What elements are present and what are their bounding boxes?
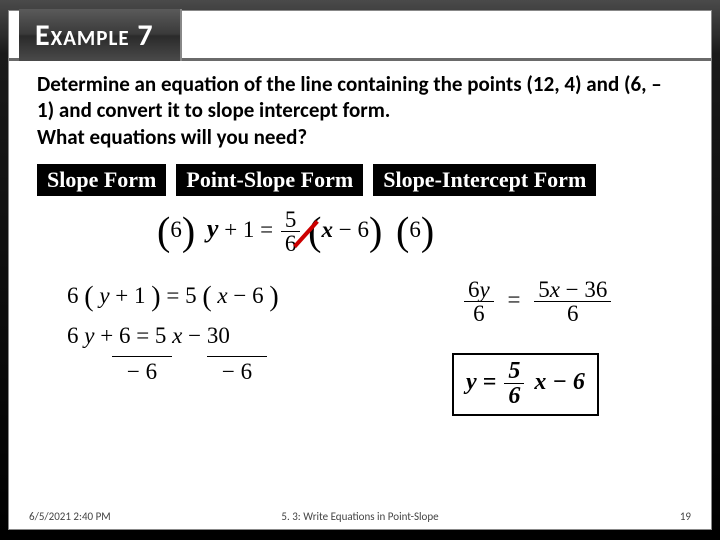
- slide-title: Example 7: [35, 17, 154, 54]
- point-slope-form-label: Point-Slope Form: [176, 164, 363, 196]
- title-bar: Example 7: [9, 11, 711, 61]
- forms-row: Slope Form Point-Slope Form Slope-Interc…: [37, 164, 683, 196]
- slope-form-label: Slope Form: [37, 164, 166, 196]
- step3-left: − 6: [112, 356, 172, 385]
- footer-date: 6/5/2021 2:40 PM: [29, 510, 111, 523]
- step2-equation: 6 y + 6 = 5 x − 30: [67, 323, 230, 349]
- title-tab: Example 7: [19, 9, 182, 61]
- footer-section: 5. 3: Write Equations in Point-Slope: [281, 510, 438, 523]
- right-division: 6y6 = 5x − 366: [462, 278, 613, 325]
- final-answer-box: y = 56 x − 6: [452, 353, 599, 416]
- slide-content: Example 7 Determine an equation of the l…: [8, 10, 712, 530]
- body: Determine an equation of the line contai…: [9, 61, 711, 458]
- footer-page: 19: [680, 510, 691, 523]
- math-work-area: ((6)6) y + 1 = 56 (x − 6) (6) 6 ( y + 1 …: [37, 208, 683, 458]
- step3-right: − 6: [207, 356, 267, 385]
- prompt-text: Determine an equation of the line contai…: [37, 71, 683, 150]
- slope-intercept-form-label: Slope-Intercept Form: [373, 164, 596, 196]
- footer: 6/5/2021 2:40 PM 5. 3: Write Equations i…: [29, 510, 691, 523]
- step1-equation: 6 ( y + 1 ) = 5 ( x − 6 ): [67, 283, 279, 309]
